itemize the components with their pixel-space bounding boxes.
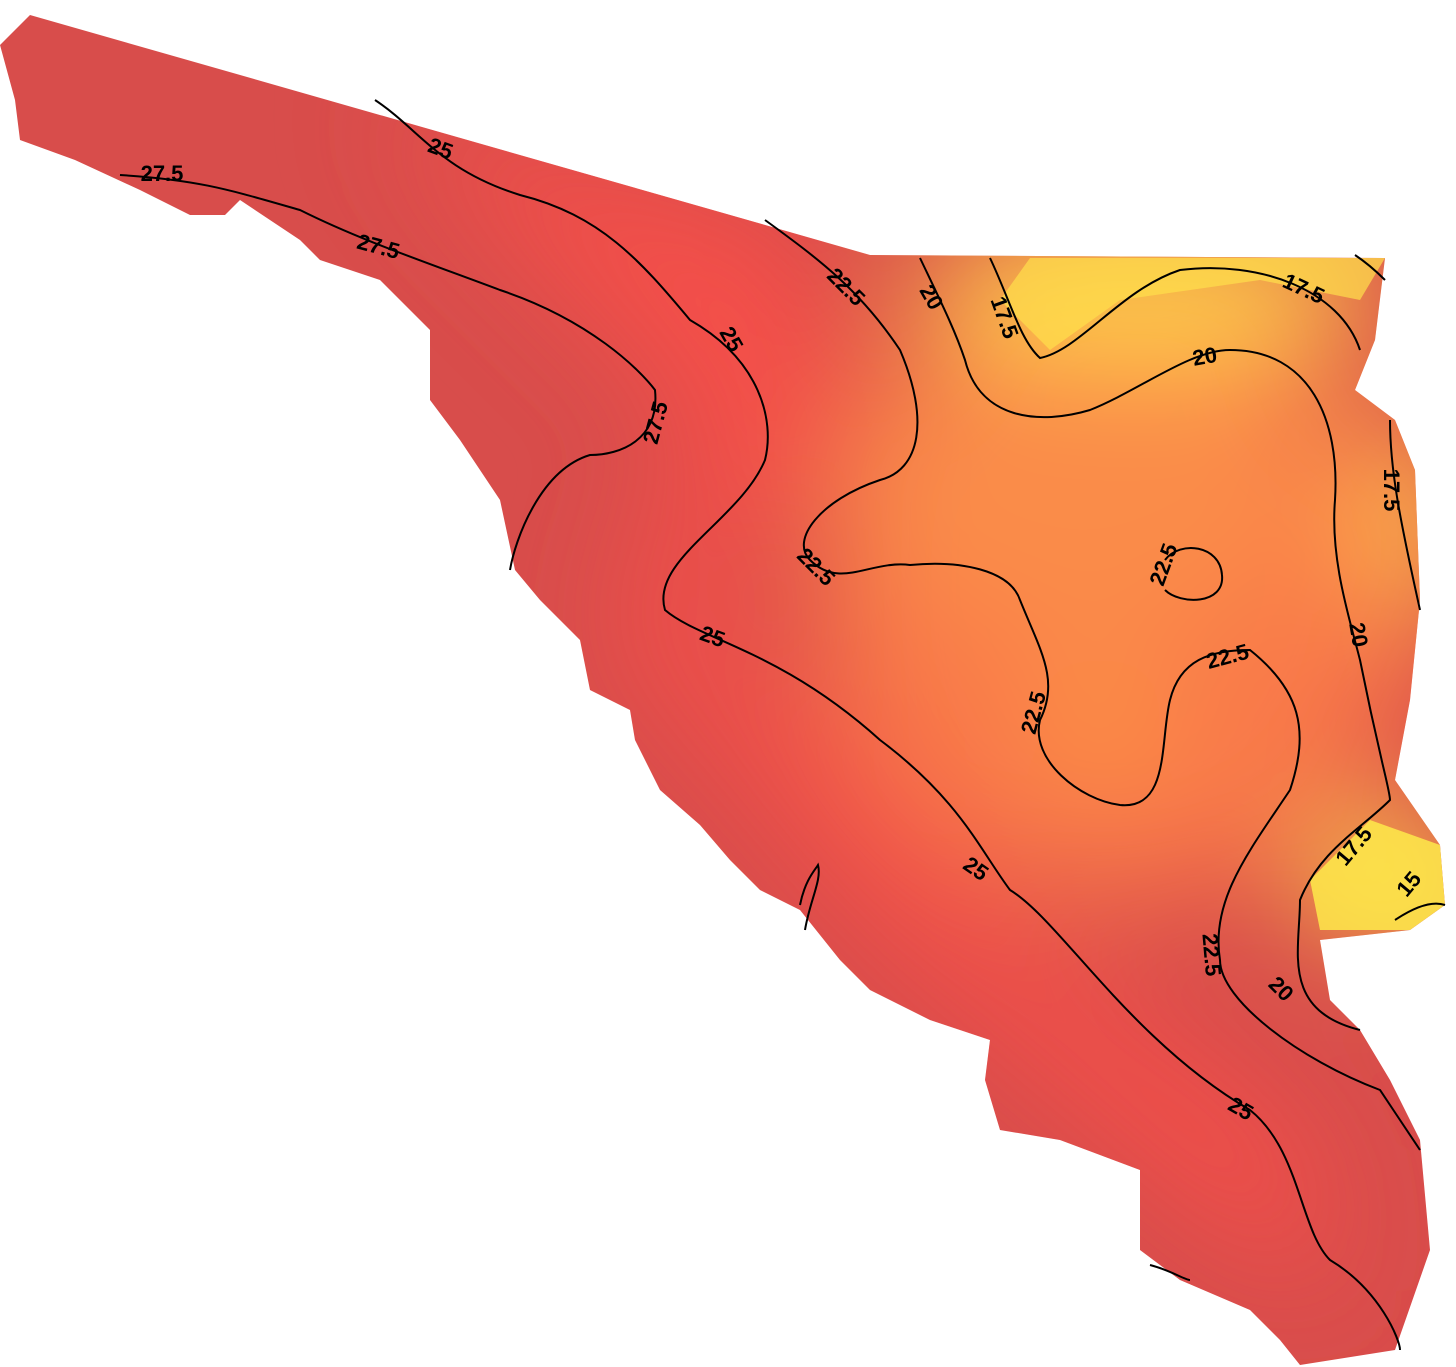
contour-label: 22.5 xyxy=(1197,932,1226,977)
contour-label: 17.5 xyxy=(1379,469,1404,512)
contour-label: 27.5 xyxy=(141,161,184,186)
contour-label: 20 xyxy=(1344,620,1373,648)
isolines xyxy=(119,99,1446,1351)
contour-label: 20 xyxy=(1190,342,1218,371)
